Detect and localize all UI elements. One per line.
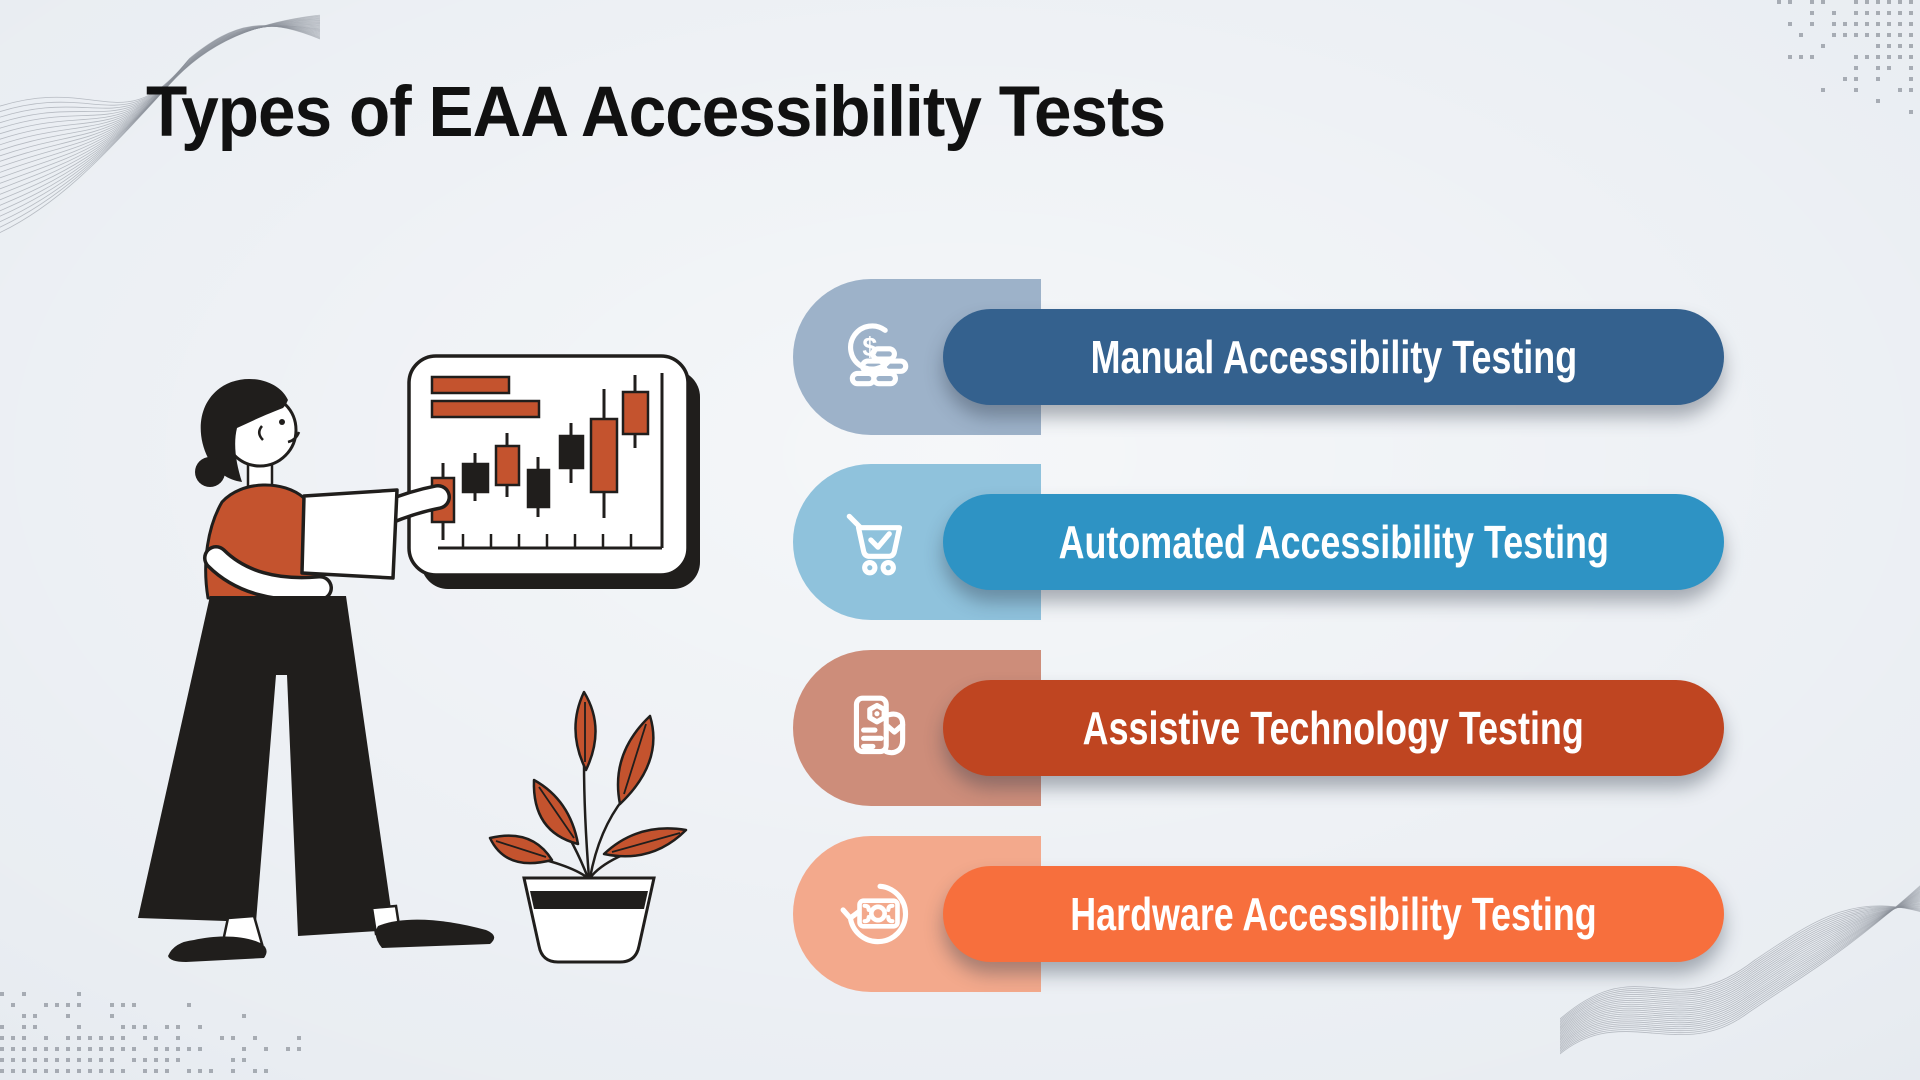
chart-bar-2 — [430, 399, 541, 419]
ear — [258, 425, 264, 441]
potted-plant — [488, 690, 688, 964]
page-title: Types of EAA Accessibility Tests — [146, 73, 1166, 152]
cash-refresh-icon — [840, 883, 909, 945]
holding-arm — [206, 548, 330, 599]
smile — [287, 431, 301, 444]
white-panel — [300, 488, 399, 580]
receipt-icon — [853, 695, 906, 756]
presenter-illustration — [90, 330, 740, 990]
test-type-pill: Automated Accessibility Testing — [943, 494, 1724, 590]
presenter-illustration-svg — [138, 354, 700, 964]
test-type-pill: Hardware Accessibility Testing — [943, 866, 1724, 962]
test-type-label: Manual Accessibility Testing — [1090, 331, 1577, 383]
chart-axis-ticks — [461, 534, 633, 548]
test-type-label: Automated Accessibility Testing — [1058, 516, 1609, 568]
black-pants — [138, 596, 394, 936]
left-shoe — [168, 936, 267, 962]
chart-bar-1 — [430, 375, 511, 395]
test-type-label: Hardware Accessibility Testing — [1070, 888, 1597, 940]
woman-figure — [138, 378, 495, 962]
right-shoe — [375, 919, 495, 948]
hair — [200, 378, 288, 482]
test-type-pill: Manual Accessibility Testing — [943, 309, 1724, 405]
test-type-pill: Assistive Technology Testing — [943, 680, 1724, 776]
test-type-label: Assistive Technology Testing — [1082, 702, 1585, 754]
dollar-coins-icon: $ — [848, 323, 909, 387]
chart-axes — [438, 373, 664, 550]
pot-band — [530, 891, 648, 909]
eye — [279, 419, 285, 425]
cart-check-icon — [846, 513, 903, 576]
hair-bun — [195, 457, 225, 487]
